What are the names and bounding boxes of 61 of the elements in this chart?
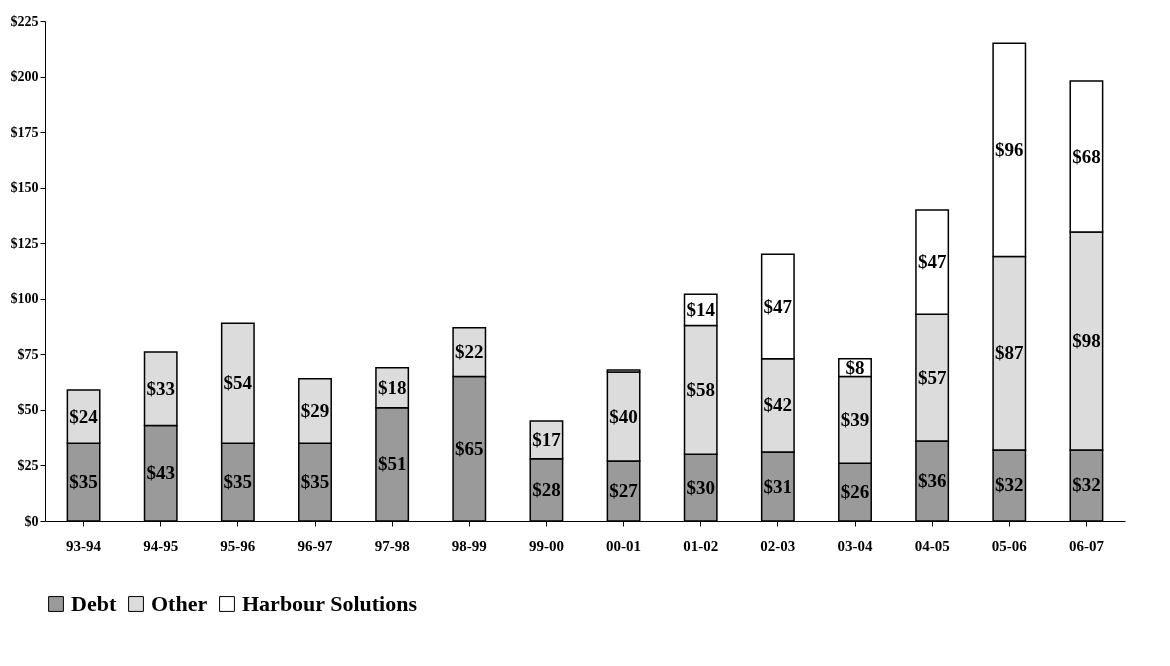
data-label: $35 [69,471,98,493]
data-label: $30 [686,476,715,498]
x-tick-label: 06-07 [1068,537,1105,554]
data-label: $24 [69,405,99,427]
y-tick-label: $150 [10,180,39,196]
x-tick-label: 94-95 [143,537,179,554]
data-label: $36 [917,470,947,491]
x-tick-label: 96-97 [297,537,333,554]
data-label: $98 [1072,330,1101,351]
data-label: $18 [377,376,407,398]
y-tick-label: $200 [10,69,39,85]
data-label: $17 [532,428,562,450]
data-label: $26 [840,481,870,503]
data-label: $33 [146,377,175,399]
y-tick-label: $100 [10,291,39,307]
y-tick-label: $125 [10,235,39,251]
data-label: $8 [845,356,865,378]
data-label: $14 [686,298,716,320]
data-label: $22 [455,341,484,363]
data-label: $54 [223,372,253,394]
legend-label: Other [151,591,208,616]
data-label: $35 [223,471,253,493]
x-tick-label: 95-96 [220,537,256,554]
data-label: $51 [377,453,407,475]
x-tick-label: 03-04 [837,537,873,554]
legend-label: Harbour Solutions [242,591,418,616]
x-tick-label: 04-05 [914,537,950,554]
data-label: $27 [609,480,639,501]
data-label: $65 [455,437,484,459]
data-label: $47 [917,251,947,273]
data-label: $28 [532,478,561,500]
x-tick-label: 97-98 [374,537,410,554]
x-tick-label: 05-06 [991,537,1028,554]
data-label: $57 [917,366,947,388]
data-label: $43 [146,462,175,484]
y-tick-label: $175 [10,124,39,140]
data-label: $68 [1072,145,1101,167]
data-label: $96 [995,138,1024,160]
data-label: $35 [300,471,330,493]
data-label: $32 [1072,474,1101,496]
data-label: $32 [995,474,1024,496]
data-label: $58 [686,378,715,400]
y-tick-label: $25 [17,457,39,473]
x-tick-label: 00-01 [606,537,642,554]
data-label: $29 [300,400,330,421]
data-label: $40 [609,405,638,427]
y-tick-label: $225 [10,13,39,29]
data-label: $39 [840,408,870,430]
x-tick-label: 02-03 [760,537,796,554]
x-tick-label: 98-99 [451,537,487,554]
data-label: $31 [763,475,793,497]
data-label: $42 [763,394,793,416]
y-tick-label: $75 [17,346,39,362]
data-label: $47 [763,295,793,317]
y-tick-label: $50 [17,402,39,418]
y-tick-label: $0 [24,513,39,529]
x-tick-label: 93-94 [66,537,102,554]
x-tick-label: 99-00 [528,537,564,554]
legend-label: Debt [71,591,117,616]
data-label: $87 [995,342,1025,364]
x-tick-label: 01-02 [683,537,719,554]
